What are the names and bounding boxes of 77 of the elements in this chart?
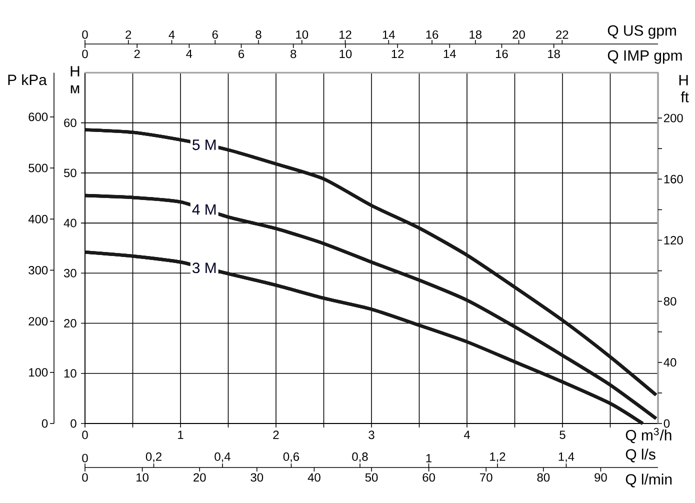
- x2-tick-label: 0,4: [214, 452, 230, 462]
- x2-tick-label: 1: [426, 454, 432, 462]
- y-tick-label: 50: [64, 168, 76, 178]
- y3-tick-label: 200: [28, 317, 48, 326]
- x-tick-label: 30: [250, 473, 264, 482]
- x2-tick-label: 1,2: [490, 452, 506, 462]
- y3-tick-label: 300: [28, 266, 48, 274]
- y2-axis-title: H ft: [679, 75, 689, 102]
- series-label: 5 M: [192, 140, 216, 150]
- y3-tick-label: 500: [28, 164, 48, 172]
- x2-tick-label: 18: [470, 30, 482, 39]
- y-tick-label: 40: [64, 218, 76, 228]
- y2-tick-label: 0: [664, 419, 670, 428]
- x-tick-label: 0: [82, 50, 88, 58]
- x2-axis-title: Q US gpm: [608, 25, 676, 39]
- x-tick-label: 40: [308, 473, 320, 482]
- x-tick-label: 10: [340, 50, 352, 58]
- y3-axis-title: P kPa: [8, 74, 47, 86]
- x2-tick-label: 20: [512, 30, 525, 39]
- x2-tick-label: 0,8: [352, 452, 368, 462]
- x2-tick-label: 1,4: [558, 452, 574, 462]
- y2-tick-label: 80: [664, 297, 676, 306]
- x-tick-label: 4: [464, 430, 470, 439]
- series-label: 3 M: [192, 262, 216, 274]
- x2-axis-title: Q l/s: [626, 448, 656, 462]
- x-tick-label: 20: [194, 473, 206, 482]
- y2-tick-label: 160: [664, 174, 683, 184]
- x2-tick-label: 0,6: [283, 452, 300, 462]
- y-tick-label: 30: [64, 268, 76, 278]
- x-tick-label: 60: [422, 473, 435, 482]
- x2-tick-label: 4: [168, 30, 175, 39]
- x2-tick-label: 0,2: [146, 452, 162, 462]
- x-tick-label: 0: [82, 430, 88, 440]
- x2-tick-label: 2: [126, 30, 132, 39]
- y2-tick-label: 200: [664, 114, 683, 122]
- x-tick-label: 2: [134, 50, 140, 58]
- x-axis-title: Q l/min: [626, 474, 672, 488]
- x2-tick-label: 0: [82, 454, 88, 462]
- y3-tick-label: 100: [29, 368, 48, 377]
- x2-tick-label: 22: [556, 30, 568, 39]
- x2-tick-label: 16: [426, 30, 438, 39]
- y-tick-label: 60: [64, 118, 76, 128]
- x-tick-label: 18: [548, 50, 560, 58]
- x-tick-label: 50: [365, 473, 378, 482]
- y-tick-label: 10: [64, 369, 76, 378]
- x2-tick-label: 10: [296, 30, 308, 39]
- x2-tick-label: 8: [256, 30, 262, 39]
- y3-tick-label: 600: [28, 112, 48, 122]
- x2-tick-label: 14: [382, 30, 395, 39]
- x2-tick-label: 6: [212, 30, 218, 39]
- x-tick-label: 4: [186, 50, 192, 58]
- y-tick-label: 0: [70, 419, 76, 428]
- x-tick-label: 12: [392, 50, 404, 58]
- x-tick-label: 5: [560, 430, 566, 440]
- x-tick-label: 70: [480, 473, 492, 482]
- y2-tick-label: 40: [664, 358, 676, 367]
- x2-tick-label: 0: [82, 30, 88, 39]
- x-tick-label: 6: [238, 50, 244, 58]
- x-axis-title: Q IMP gpm: [608, 50, 682, 64]
- y-tick-label: 20: [64, 319, 76, 328]
- x-tick-label: 8: [290, 50, 296, 58]
- y3-tick-label: 0: [42, 419, 48, 428]
- x-tick-label: 16: [496, 50, 508, 58]
- x-tick-label: 10: [136, 473, 148, 482]
- x-tick-label: 14: [444, 50, 456, 58]
- series-label: 4 M: [192, 204, 216, 215]
- x-tick-label: 0: [82, 473, 88, 482]
- x-tick-label: 90: [594, 473, 607, 482]
- y-axis-title: H м: [70, 66, 80, 94]
- x-tick-label: 1: [178, 430, 184, 439]
- x-tick-label: 2: [273, 430, 279, 440]
- x-axis-title: Q m$^{3}$/h: [626, 428, 672, 444]
- x-tick-label: 3: [368, 430, 374, 440]
- y3-tick-label: 400: [28, 214, 48, 224]
- x2-tick-label: 12: [340, 30, 352, 39]
- x-tick-label: 80: [537, 473, 550, 482]
- y2-tick-label: 120: [664, 236, 683, 244]
